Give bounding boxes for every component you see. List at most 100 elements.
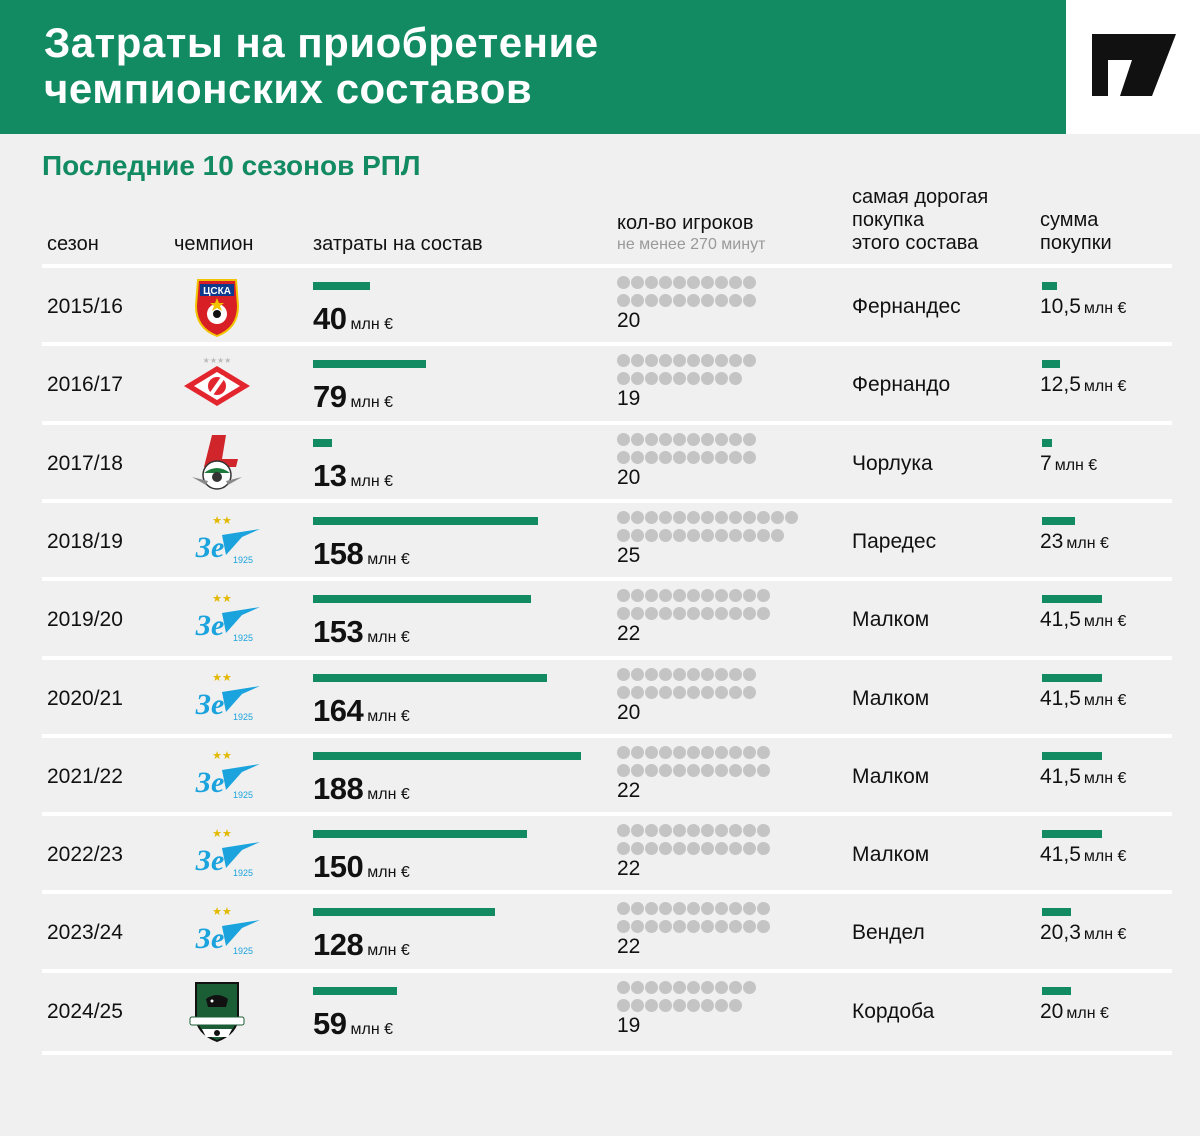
svg-text:1925: 1925 — [233, 633, 253, 643]
player-dot — [701, 589, 714, 603]
player-dot — [743, 920, 756, 934]
player-dot — [659, 294, 672, 307]
sum-header-line-2: покупки — [1040, 232, 1112, 254]
purchase-sum-value: 41,5 млн € — [1040, 608, 1126, 632]
sum-unit: млн € — [1083, 378, 1127, 396]
sum-number: 41,5 — [1040, 843, 1081, 867]
svg-text:Зе: Зе — [195, 766, 225, 799]
player-dot — [771, 510, 784, 524]
players-count: 20 — [617, 309, 641, 332]
player-dot — [715, 842, 728, 856]
svg-text:Зе: Зе — [195, 844, 225, 877]
svg-text:★★: ★★ — [212, 515, 232, 527]
player-dot — [729, 920, 742, 934]
player-dot — [715, 589, 728, 603]
top-header-line-2: покупка — [852, 209, 925, 231]
spend-value: 40 млн € — [313, 301, 393, 337]
player-dot — [729, 902, 742, 916]
purchase-sum-bar — [1042, 751, 1102, 760]
player-dot — [687, 980, 700, 994]
player-dot — [631, 920, 644, 934]
spend-unit: млн € — [350, 394, 393, 412]
table-row: 2024/25 59 млн €19 Кордоба 20 млн € — [42, 968, 1172, 1055]
player-dot — [729, 607, 742, 621]
player-dot — [631, 745, 644, 759]
spend-value: 79 млн € — [313, 379, 393, 415]
player-dot — [673, 589, 686, 603]
sum-number: 41,5 — [1040, 686, 1081, 710]
sum-number: 20,3 — [1040, 921, 1081, 945]
sum-header-line-1: сумма — [1040, 209, 1099, 231]
player-dot — [617, 763, 630, 777]
player-dot — [715, 745, 728, 759]
player-dot — [673, 998, 686, 1012]
table-row: 2019/20 ★★ Зе 1925 153 млн €22 Малком 41,5 м… — [42, 577, 1172, 659]
svg-text:Зе: Зе — [195, 688, 225, 721]
player-dot — [631, 528, 644, 542]
season-label: 2017/18 — [47, 451, 123, 475]
sum-unit: млн € — [1083, 926, 1127, 944]
player-dot — [659, 510, 672, 524]
zenit-logo: ★★ Зе 1925 — [182, 902, 260, 964]
player-dot — [659, 528, 672, 542]
purchase-sum-bar — [1042, 908, 1072, 917]
player-dot — [631, 667, 644, 681]
player-dot — [673, 980, 686, 994]
player-dot — [617, 824, 630, 838]
player-dot — [659, 685, 672, 699]
purchase-sum-bar — [1042, 360, 1061, 369]
spend-bar — [313, 986, 398, 995]
player-dot — [729, 432, 742, 446]
player-dot — [701, 294, 714, 307]
player-dot — [701, 745, 714, 759]
player-dot — [645, 667, 658, 681]
players-count: 22 — [617, 622, 641, 646]
player-dot — [659, 745, 672, 759]
player-dot — [757, 589, 770, 603]
zenit-logo: ★★ Зе 1925 — [182, 668, 260, 730]
player-dot — [673, 528, 686, 542]
player-dot — [673, 902, 686, 916]
player-dots — [617, 510, 817, 547]
spend-number: 79 — [313, 379, 347, 415]
sum-unit: млн € — [1083, 769, 1127, 787]
sum-unit: млн € — [1083, 613, 1127, 631]
table-row: 2022/23 ★★ Зе 1925 150 млн €22 Малком 41,5 м… — [42, 812, 1172, 894]
subtitle: Последние 10 сезонов РПЛ — [42, 150, 421, 181]
player-dot — [645, 842, 658, 856]
player-dot — [743, 763, 756, 777]
top-purchase-name: Фернандес — [852, 295, 961, 318]
spend-number: 188 — [313, 770, 364, 806]
spend-number: 59 — [313, 1005, 347, 1041]
player-dot — [631, 510, 644, 524]
top-purchase-name: Фернандо — [852, 373, 951, 397]
svg-text:1925: 1925 — [233, 868, 253, 878]
purchase-sum-bar — [1042, 830, 1102, 839]
player-dot — [673, 667, 686, 681]
svg-text:1925: 1925 — [233, 946, 253, 956]
svg-text:Зе: Зе — [195, 609, 225, 642]
player-dot — [687, 450, 700, 464]
player-dot — [687, 432, 700, 446]
players-count: 22 — [617, 935, 641, 959]
player-dot — [687, 824, 700, 838]
player-dot — [659, 824, 672, 838]
purchase-sum-value: 10,5 млн € — [1040, 295, 1126, 319]
purchase-sum-bar — [1042, 595, 1102, 604]
player-dot — [645, 824, 658, 838]
player-dots — [617, 980, 817, 1017]
player-dot — [743, 745, 756, 759]
spartak-logo: ★★★★ — [182, 354, 252, 416]
season-label: 2023/24 — [47, 921, 123, 945]
player-dot — [715, 294, 728, 307]
player-dot — [701, 902, 714, 916]
player-dot — [617, 372, 630, 386]
top-purchase-name: Чорлука — [852, 451, 933, 475]
player-dot — [743, 842, 756, 856]
player-dot — [645, 685, 658, 699]
spend-value: 164 млн € — [313, 693, 410, 729]
player-dot — [715, 824, 728, 838]
spend-bar — [313, 595, 532, 604]
svg-text:ЦСКА: ЦСКА — [203, 286, 231, 297]
player-dot — [729, 685, 742, 699]
